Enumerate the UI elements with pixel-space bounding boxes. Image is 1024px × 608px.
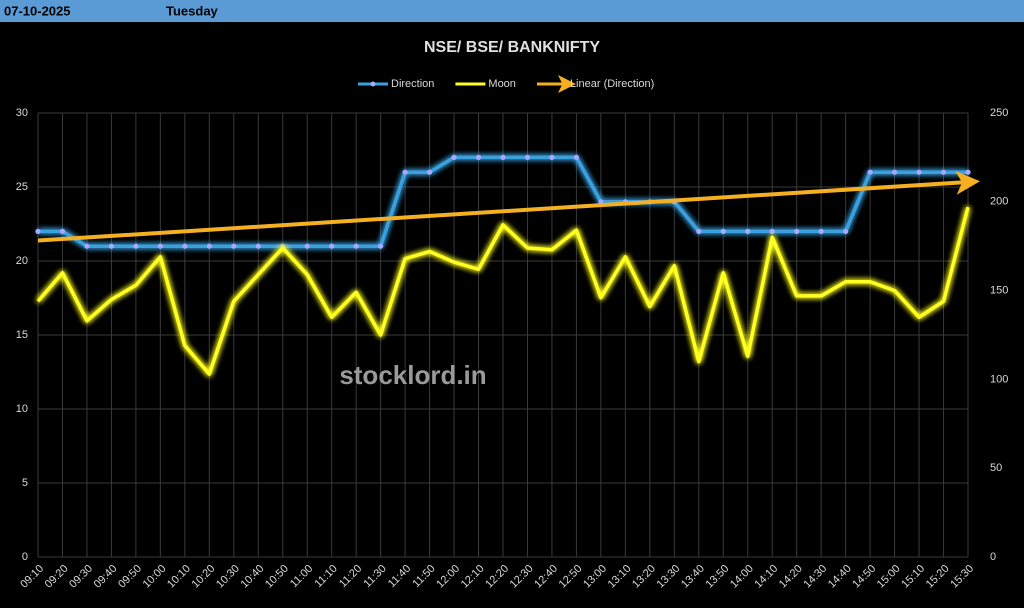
point — [696, 228, 702, 234]
point — [916, 169, 922, 175]
x-tick-label: 12:50 — [557, 563, 585, 591]
point — [524, 154, 531, 160]
x-tick-label: 15:00 — [875, 563, 903, 591]
x-tick-label: 11:00 — [288, 563, 315, 590]
legend-label: Linear (Direction) — [570, 78, 654, 90]
point — [549, 154, 555, 160]
x-tick-label: 14:00 — [728, 563, 756, 591]
x-tick-label: 14:40 — [826, 563, 854, 591]
point — [867, 169, 873, 175]
x-tick-label: 13:00 — [581, 563, 609, 591]
point — [475, 154, 482, 160]
x-tick-label: 15:30 — [948, 563, 976, 591]
x-tick-label: 13:30 — [655, 563, 683, 591]
point — [108, 243, 115, 249]
x-tick-label: 10:30 — [214, 563, 242, 591]
point — [35, 228, 41, 234]
x-tick-label: 12:40 — [532, 563, 560, 591]
x-tick-label: 11:50 — [410, 563, 437, 590]
header-date: 07-10-2025 — [4, 3, 71, 18]
x-tick-label: 10:50 — [263, 563, 291, 591]
x-tick-label: 14:50 — [850, 563, 878, 591]
y2-tick-label: 0 — [990, 551, 996, 563]
x-tick-label: 11:30 — [361, 563, 388, 590]
point — [769, 228, 775, 234]
point — [843, 228, 849, 234]
x-tick-label: 14:30 — [801, 563, 829, 591]
header-day: Tuesday — [166, 3, 219, 18]
point — [378, 243, 384, 249]
y-tick-label: 25 — [16, 181, 28, 193]
x-tick-label: 09:10 — [18, 563, 46, 591]
point — [940, 169, 947, 175]
x-tick-label: 11:10 — [312, 563, 339, 590]
x-tick-label: 13:20 — [630, 563, 658, 591]
x-tick-label: 15:20 — [924, 563, 952, 591]
legend-label: Moon — [488, 78, 516, 90]
x-tick-label: 10:00 — [141, 563, 169, 591]
header-bar — [0, 0, 1024, 22]
x-tick-label: 12:20 — [483, 563, 511, 591]
x-tick-label: 12:30 — [508, 563, 536, 591]
x-tick-label: 10:20 — [190, 563, 218, 591]
legend-label: Direction — [391, 78, 434, 90]
trendline — [37, 170, 980, 243]
point — [891, 169, 898, 175]
y2-tick-label: 150 — [990, 285, 1008, 297]
legend-marker — [370, 81, 376, 87]
point — [304, 243, 310, 249]
x-tick-label: 13:10 — [606, 563, 634, 591]
x-tick-label: 13:40 — [679, 563, 707, 591]
point — [745, 228, 751, 234]
x-tick-label: 09:40 — [92, 563, 120, 591]
point — [818, 228, 824, 234]
y2-tick-label: 250 — [990, 107, 1008, 119]
x-tick-label: 14:20 — [777, 563, 805, 591]
y2-tick-label: 50 — [990, 462, 1002, 474]
point — [182, 243, 188, 249]
x-tick-label: 15:10 — [899, 563, 927, 591]
chart-title: NSE/ BSE/ BANKNIFTY — [424, 39, 600, 56]
series-line — [36, 206, 970, 376]
point — [255, 243, 261, 249]
y-tick-label: 30 — [16, 107, 28, 119]
point — [720, 228, 726, 234]
x-tick-label: 09:20 — [43, 563, 71, 591]
y-tick-label: 20 — [16, 255, 28, 267]
x-tick-label: 11:40 — [386, 563, 413, 590]
x-tick-label: 10:40 — [238, 563, 266, 591]
point — [84, 243, 90, 249]
y2-tick-label: 200 — [990, 196, 1008, 208]
point — [353, 243, 359, 249]
y-tick-label: 10 — [16, 403, 28, 415]
y-tick-label: 0 — [22, 551, 28, 563]
watermark: stocklord.in — [339, 360, 486, 390]
x-tick-label: 10:10 — [165, 563, 193, 591]
y2-tick-label: 100 — [990, 373, 1008, 385]
point — [59, 228, 66, 234]
x-tick-label: 09:30 — [67, 563, 95, 591]
point — [133, 243, 139, 249]
x-tick-label: 09:50 — [116, 563, 144, 591]
x-tick-label: 11:20 — [337, 563, 364, 590]
x-tick-label: 13:50 — [703, 563, 731, 591]
point — [206, 243, 212, 249]
x-tick-label: 14:10 — [752, 563, 780, 591]
y-tick-label: 15 — [16, 329, 28, 341]
point — [157, 243, 163, 249]
point — [402, 169, 408, 175]
point — [965, 169, 971, 175]
point — [794, 228, 800, 234]
x-tick-label: 12:00 — [434, 563, 462, 591]
point — [451, 154, 457, 160]
point — [573, 154, 580, 160]
point — [329, 243, 335, 249]
y-tick-label: 5 — [22, 477, 28, 489]
x-tick-label: 12:10 — [459, 563, 487, 591]
point — [500, 154, 506, 160]
point — [426, 169, 433, 175]
point — [231, 243, 237, 249]
